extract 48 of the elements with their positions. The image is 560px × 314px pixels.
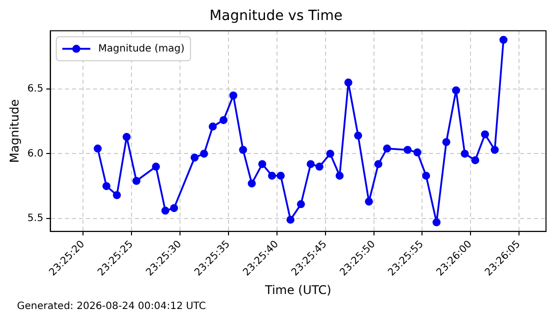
point [122, 132, 131, 141]
point [326, 150, 334, 158]
point [208, 122, 217, 131]
legend-label: Magnitude (mag) [98, 43, 185, 54]
point [132, 176, 140, 185]
point [452, 86, 460, 94]
point [190, 154, 199, 162]
point [480, 130, 489, 138]
point [354, 132, 362, 140]
point [364, 198, 373, 206]
point [336, 172, 344, 180]
y-axis-title: Magnitude [7, 99, 22, 163]
point [460, 150, 469, 158]
x-axis-title: Time (UTC) [264, 282, 332, 297]
point [306, 160, 315, 168]
point [170, 204, 178, 212]
point [94, 144, 102, 153]
point [248, 179, 256, 188]
point [258, 160, 266, 168]
point [404, 146, 412, 154]
point [268, 172, 276, 180]
point [276, 172, 285, 180]
point [344, 78, 352, 87]
point [315, 162, 324, 171]
y-tick-label: 6.5 [27, 84, 44, 95]
point [422, 172, 430, 180]
point [161, 206, 170, 215]
point [286, 216, 294, 224]
point [220, 116, 228, 124]
chart-title: Magnitude vs Time [210, 8, 342, 24]
point [112, 191, 121, 200]
point [200, 150, 208, 158]
point [383, 144, 392, 153]
point [229, 91, 238, 100]
point [152, 162, 160, 171]
point [413, 148, 422, 156]
point [296, 200, 305, 208]
text: Generated: 2026-08-24 00:04:12 UTC [17, 301, 206, 312]
point [442, 138, 450, 146]
point [471, 156, 480, 164]
point [374, 160, 382, 168]
y-tick-label: 6.0 [27, 148, 44, 160]
point [499, 36, 508, 44]
point [490, 146, 499, 154]
point [102, 182, 110, 190]
point [239, 146, 248, 154]
point [432, 218, 441, 226]
y-tick-label: 5.5 [27, 213, 44, 224]
